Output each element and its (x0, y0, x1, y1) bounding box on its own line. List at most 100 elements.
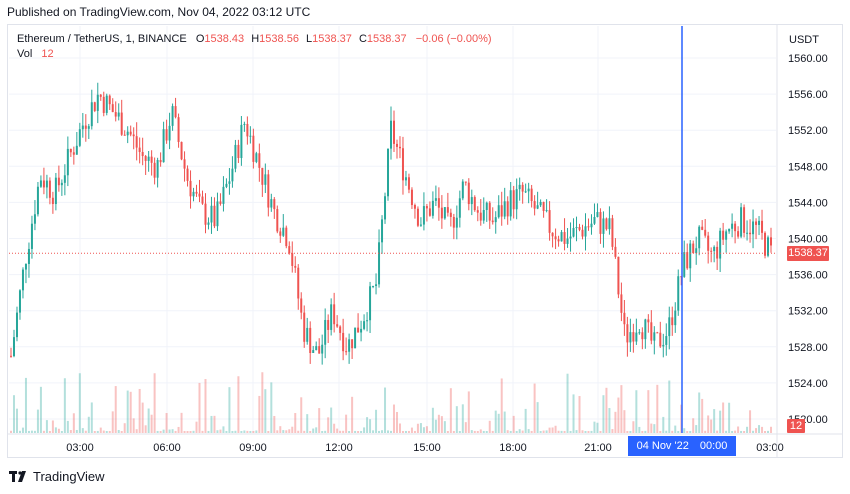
volume-bar (144, 425, 147, 433)
volume-bar (419, 423, 422, 433)
candle-body (12, 337, 15, 357)
candle-body (611, 218, 614, 247)
footer[interactable]: TradingView (9, 469, 105, 484)
volume-bar (141, 402, 144, 433)
volume-bar (120, 430, 123, 433)
candle-body (494, 217, 497, 223)
volume-bar (749, 410, 752, 433)
candle-body (135, 136, 138, 148)
candle-body (500, 205, 503, 217)
candle-body (99, 94, 102, 97)
volume-bar (482, 430, 485, 433)
candle-body (563, 232, 566, 244)
candle-body (620, 294, 623, 313)
volume-bar (395, 411, 398, 433)
close-value: 1538.37 (366, 33, 407, 45)
candle-body (18, 290, 21, 313)
candle-body (764, 232, 767, 256)
candle-body (156, 160, 159, 178)
crosshair-time-tag: 04 Nov '22 00:00 (628, 436, 736, 456)
volume-bar (575, 430, 578, 433)
volume-bar (401, 430, 404, 433)
volume-bar (545, 430, 548, 433)
x-tick-label: 09:00 (239, 442, 267, 454)
candle-body (755, 221, 758, 225)
candle-body (596, 212, 599, 218)
candle-body (395, 143, 398, 147)
volume-bar (527, 429, 530, 433)
volume-bar (428, 430, 431, 433)
volume-bar (521, 430, 524, 433)
candle-body (279, 231, 282, 236)
volume-bar (48, 430, 51, 433)
candle-body (387, 148, 390, 197)
candle-body (647, 319, 650, 323)
volume-bar (360, 430, 363, 433)
volume-bar (357, 430, 360, 433)
candle-body (108, 95, 111, 105)
y-tick-label: 1552.00 (788, 125, 828, 137)
volume-bar (210, 415, 213, 433)
candle-body (282, 227, 285, 236)
volume-bar (467, 391, 470, 433)
volume-bar (135, 429, 138, 433)
candle-body (234, 144, 237, 169)
volume-bar (626, 431, 629, 433)
candle-body (746, 232, 749, 234)
candle-body (572, 228, 575, 237)
change-value: −0.06 (−0.00%) (415, 33, 492, 45)
candle-body (734, 223, 737, 232)
volume-bar (198, 382, 201, 433)
candle-body (737, 231, 740, 237)
volume-bar (42, 430, 45, 433)
volume-bar (611, 429, 614, 433)
candle-body (671, 317, 674, 326)
volume-bar (641, 431, 644, 433)
volume-bar (21, 427, 24, 433)
candle-body (650, 322, 653, 341)
volume-bar (509, 430, 512, 433)
candle-body (93, 102, 96, 111)
volume-bar (491, 430, 494, 433)
volume-bar (500, 378, 503, 433)
symbol-label[interactable]: Ethereum / TetherUS, 1, BINANCE (17, 33, 187, 45)
volume-bar (665, 430, 668, 433)
candle-body (90, 102, 93, 127)
candle-body (273, 199, 276, 210)
volume-bar (237, 376, 240, 433)
candle-body (701, 226, 704, 230)
volume-bar (222, 426, 225, 433)
volume-bar (54, 427, 57, 433)
candle-body (485, 202, 488, 211)
candle-body (354, 327, 357, 349)
volume-bar (449, 388, 452, 433)
candle-body (45, 180, 48, 188)
volume-bar (392, 404, 395, 433)
last-volume-tag: 12 (787, 419, 805, 433)
volume-bar (701, 398, 704, 433)
volume-bar (455, 406, 458, 433)
candle-body (644, 319, 647, 340)
candle-body (425, 206, 428, 209)
volume-bar (129, 391, 132, 433)
volume-bar (728, 402, 731, 433)
volume-bar (96, 430, 99, 433)
candle-body (605, 218, 608, 230)
volume-label[interactable]: Vol (17, 48, 33, 60)
candle-body (327, 319, 330, 330)
candle-body (186, 168, 189, 181)
volume-bar (479, 429, 482, 433)
candle-body (575, 227, 578, 229)
volume-bar (530, 430, 533, 433)
volume-bar (548, 427, 551, 433)
candle-body (345, 351, 348, 353)
candle-body (632, 332, 635, 342)
volume-bar (321, 430, 324, 433)
candle-body (87, 126, 90, 129)
volume-bar (755, 428, 758, 433)
candle-body (102, 96, 105, 113)
candle-body (342, 332, 345, 352)
candle-body (770, 237, 773, 246)
candle-body (443, 207, 446, 219)
